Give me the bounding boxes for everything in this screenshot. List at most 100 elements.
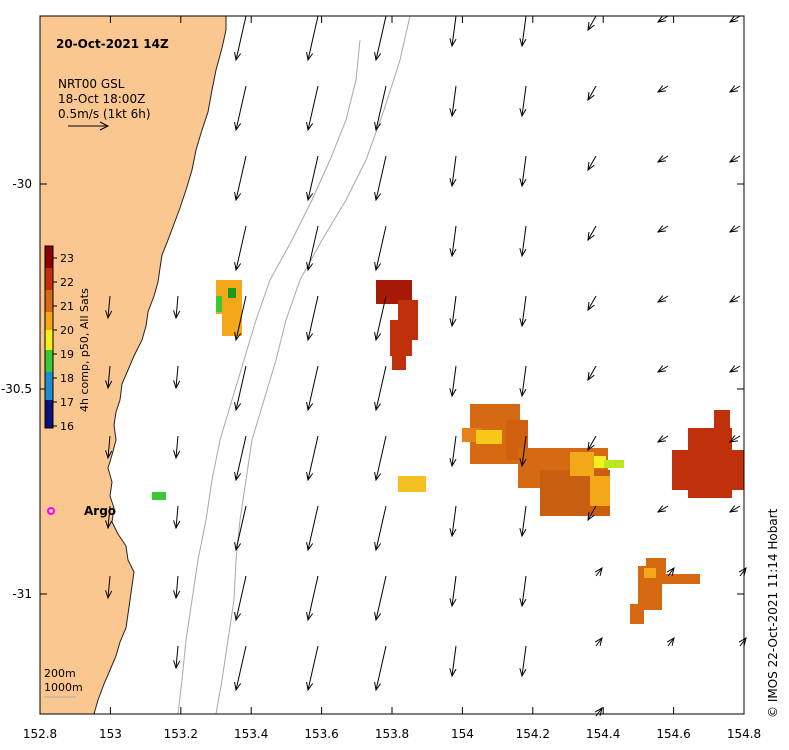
current-vector-head: [234, 612, 242, 622]
current-vector: [595, 637, 603, 647]
sst-patch: [390, 320, 412, 356]
imos-credit: © IMOS 22-Oct-2021 11:14 Hobart: [766, 508, 780, 718]
current-vector: [235, 575, 247, 621]
current-vector-head: [519, 668, 527, 678]
current-vector: [235, 85, 247, 131]
current-vector-head: [105, 380, 113, 390]
current-vector: [451, 295, 457, 327]
current-vector: [521, 365, 527, 397]
legend-arrow-icon: [68, 121, 110, 131]
current-vector: [521, 225, 527, 257]
x-tick-label: 154: [451, 727, 474, 741]
current-vector: [375, 295, 387, 341]
current-vector: [107, 575, 111, 599]
current-vector-head: [449, 388, 457, 398]
current-vector: [375, 155, 387, 201]
y-tick-label: -31: [12, 587, 32, 601]
current-vector: [235, 225, 247, 271]
sst-patch: [660, 574, 700, 584]
current-vector-head: [234, 52, 242, 62]
current-vector: [729, 225, 741, 233]
x-tick-label: 154.2: [516, 727, 550, 741]
current-vector-head: [374, 472, 382, 482]
isobath-200m: [177, 39, 361, 715]
current-vector-head: [738, 636, 747, 646]
colorbar-tick-label: 19: [60, 348, 74, 361]
current-vector: [375, 645, 387, 691]
current-vector-head: [656, 225, 666, 233]
current-vector-head: [306, 402, 314, 412]
argo-label: Argo: [84, 504, 116, 518]
current-vector-head: [594, 706, 603, 716]
current-vector: [375, 15, 387, 61]
current-vector-head: [374, 52, 382, 62]
sst-patch: [590, 476, 610, 506]
sst-patches: [152, 280, 744, 624]
current-vector: [587, 365, 597, 381]
current-vector: [451, 575, 457, 607]
colorbar-ticks: 23 22 21 20 19 18 17 16: [53, 252, 74, 433]
current-vector: [307, 155, 319, 201]
current-vector-head: [587, 511, 595, 522]
colorbar-label: 4h comp, p50, All Sats: [78, 288, 91, 412]
current-vector: [587, 505, 597, 521]
current-vector: [587, 435, 597, 451]
current-vector-head: [173, 310, 181, 320]
current-vector: [107, 505, 111, 529]
current-vector: [729, 295, 741, 303]
colorbar-tick-label: 20: [60, 324, 74, 337]
current-vector-head: [173, 380, 181, 390]
current-vector: [521, 295, 527, 327]
colorbar-tick-label: 17: [60, 396, 74, 409]
current-vector: [657, 85, 669, 93]
current-vector: [375, 365, 387, 411]
sst-patch: [392, 350, 406, 370]
current-vector-head: [234, 192, 242, 202]
colorbar-segment: [45, 330, 53, 350]
current-vector-head: [449, 108, 457, 118]
current-vector-head: [234, 542, 242, 552]
colorbar-segment: [45, 246, 53, 268]
sst-patch: [222, 280, 242, 336]
current-vector-head: [666, 566, 675, 576]
axis-ticks: [39, 16, 745, 714]
current-vector: [729, 155, 741, 163]
current-vector: [587, 225, 597, 241]
legend-line-3: 0.5m/s (1kt 6h): [58, 107, 151, 121]
colorbar-tick-label: 18: [60, 372, 74, 385]
sst-patch: [604, 460, 624, 468]
isobath-200m-label: 200m: [44, 667, 76, 680]
current-vector-head: [587, 441, 595, 452]
current-vector: [235, 295, 247, 341]
current-vector-head: [449, 458, 457, 468]
current-vector: [235, 365, 247, 411]
current-vector-head: [306, 542, 314, 552]
current-vector: [307, 575, 319, 621]
current-vector-head: [587, 231, 595, 242]
current-vector: [729, 15, 741, 23]
isobath-1000m: [215, 15, 411, 715]
current-vector-head: [519, 458, 527, 468]
colorbar-segment: [45, 268, 53, 290]
current-vector-head: [306, 262, 314, 272]
current-vector-head: [519, 528, 527, 538]
colorbar: [44, 245, 54, 429]
x-tick-label: 153.8: [375, 727, 409, 741]
current-vector-head: [374, 402, 382, 412]
current-vector-head: [306, 472, 314, 482]
current-vector: [375, 435, 387, 481]
current-vector: [107, 365, 111, 389]
x-axis-labels: 152.8 153 153.2 153.4 153.6 153.8 154 154.2 154.…: [23, 727, 761, 741]
current-vector: [235, 15, 247, 61]
x-tick-label: 152.8: [23, 727, 57, 741]
current-vector-head: [587, 161, 595, 172]
current-vector-head: [173, 660, 181, 670]
current-vectors: [105, 15, 747, 717]
current-vector-head: [234, 122, 242, 132]
isobath-1000m-label: 1000m: [44, 681, 83, 694]
current-vector: [595, 707, 603, 717]
current-vector: [587, 295, 597, 311]
current-vector-head: [656, 85, 666, 93]
current-vector-head: [728, 225, 738, 233]
current-vector-head: [656, 295, 666, 303]
